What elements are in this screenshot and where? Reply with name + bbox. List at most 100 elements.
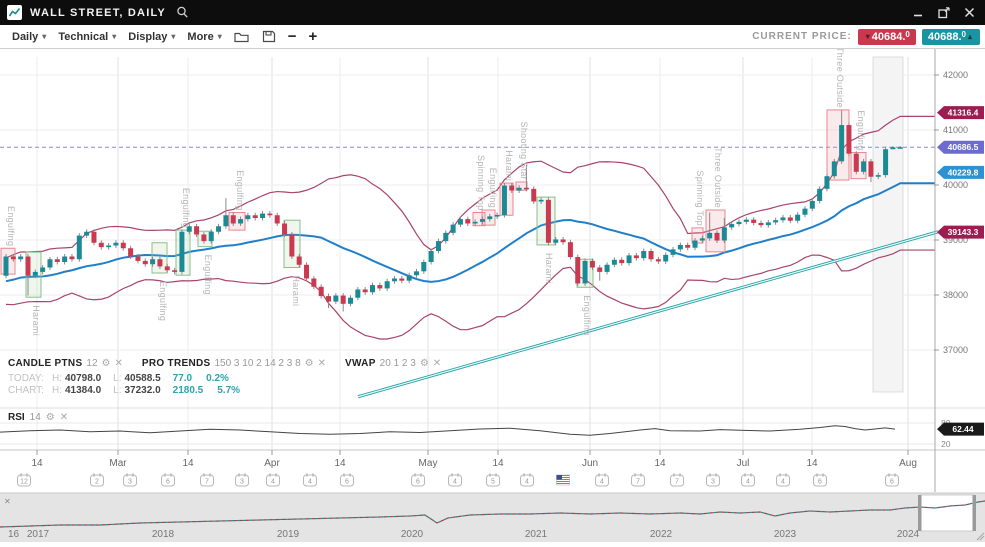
- gear-icon[interactable]: ⚙: [304, 358, 314, 369]
- popout-button[interactable]: [938, 6, 950, 19]
- close-icon[interactable]: ✕: [317, 358, 327, 369]
- window-controls: [913, 6, 975, 19]
- indicator-vwap[interactable]: VWAP 20 1 2 3 ⚙ ✕: [345, 358, 442, 369]
- svg-text:3: 3: [128, 479, 132, 486]
- candle: [296, 256, 302, 265]
- timeline-year-label: 2017: [27, 529, 50, 540]
- price-tag-label: 40229.8: [948, 167, 979, 177]
- candle: [172, 270, 178, 272]
- candle: [18, 256, 24, 260]
- chevron-down-icon: ▾: [217, 32, 222, 41]
- calendar-event-icon[interactable]: 6: [813, 473, 827, 487]
- chart-svg[interactable]: Engulfing Harami Engulfing Engulfing Engulfi…: [0, 47, 985, 542]
- candle: [868, 161, 874, 177]
- window-title: WALL STREET, DAILY: [30, 6, 166, 19]
- candle: [457, 219, 463, 225]
- calendar-event-icon[interactable]: 3: [706, 473, 720, 487]
- timeline-strip[interactable]: [0, 493, 985, 542]
- indicator-pro-trends[interactable]: PRO TRENDS 150 3 10 2 14 2 3 8 ⚙ ✕: [141, 358, 327, 369]
- close-icon[interactable]: ✕: [114, 358, 123, 369]
- pattern-label: Engulfing: [6, 206, 16, 246]
- calendar-event-icon[interactable]: 4: [741, 473, 755, 487]
- calendar-event-icon[interactable]: 7: [631, 473, 645, 487]
- save-icon[interactable]: [262, 30, 276, 43]
- candle: [487, 216, 493, 220]
- candle: [751, 219, 757, 223]
- close-button[interactable]: [964, 7, 975, 18]
- menu-daily[interactable]: Daily ▾: [12, 30, 47, 43]
- svg-text:12: 12: [20, 479, 28, 486]
- timeline-handle-left[interactable]: [918, 495, 922, 531]
- calendar-event-icon[interactable]: 6: [885, 473, 899, 487]
- us-flag-event-icon[interactable]: [556, 474, 570, 486]
- x-tick-label: 14: [654, 458, 666, 469]
- gear-icon[interactable]: ⚙: [101, 358, 111, 369]
- calendar-event-icon[interactable]: 6: [340, 473, 354, 487]
- calendar-event-icon[interactable]: 2: [90, 473, 104, 487]
- svg-text:6: 6: [416, 479, 420, 486]
- calendar-event-icon[interactable]: 3: [123, 473, 137, 487]
- calendar-event-icon[interactable]: 4: [520, 473, 534, 487]
- calendar-event-icon[interactable]: 4: [303, 473, 317, 487]
- zoom-in-button[interactable]: +: [308, 28, 318, 45]
- calendar-event-icon[interactable]: 4: [448, 473, 462, 487]
- candle: [685, 244, 691, 248]
- minimize-button[interactable]: [913, 7, 924, 18]
- calendar-event-icon[interactable]: 4: [595, 473, 609, 487]
- gear-icon[interactable]: ⚙: [45, 412, 55, 423]
- candle: [699, 238, 705, 241]
- candle: [201, 234, 207, 242]
- candle: [582, 260, 588, 284]
- calendar-event-icon[interactable]: 3: [235, 473, 249, 487]
- candle: [135, 256, 141, 261]
- pattern-label: Harami: [504, 150, 514, 181]
- candle: [553, 239, 559, 243]
- timeline-selection-window[interactable]: [920, 494, 974, 532]
- calendar-event-icon[interactable]: 12: [17, 473, 31, 487]
- calendar-event-icon[interactable]: 4: [266, 473, 280, 487]
- candle: [399, 278, 405, 281]
- search-icon[interactable]: [176, 6, 189, 19]
- gear-icon[interactable]: ⚙: [419, 358, 429, 369]
- resize-handle-icon[interactable]: [976, 532, 985, 541]
- candle: [729, 224, 735, 228]
- calendar-event-icon[interactable]: 6: [161, 473, 175, 487]
- candle: [267, 213, 273, 216]
- candle: [655, 259, 661, 262]
- candle: [157, 259, 163, 267]
- candle: [809, 200, 815, 209]
- calendar-event-icon[interactable]: 5: [486, 473, 500, 487]
- timeline-close-icon[interactable]: ✕: [4, 497, 11, 506]
- candle: [597, 267, 603, 272]
- open-folder-icon[interactable]: [234, 30, 250, 43]
- menu-more[interactable]: More ▾: [187, 30, 222, 43]
- calendar-event-icon[interactable]: 7: [670, 473, 684, 487]
- candle: [501, 185, 507, 215]
- buy-price-button[interactable]: 40688. 0 ▴: [921, 28, 980, 45]
- menu-technical[interactable]: Technical ▾: [58, 30, 117, 43]
- rsi-legend[interactable]: RSI 14 ⚙ ✕: [8, 412, 69, 423]
- svg-text:6: 6: [890, 479, 894, 486]
- close-icon[interactable]: ✕: [432, 358, 442, 369]
- menu-display[interactable]: Display ▾: [128, 30, 176, 43]
- candle: [10, 256, 16, 260]
- svg-text:6: 6: [345, 479, 349, 486]
- calendar-event-icon[interactable]: 7: [200, 473, 214, 487]
- candle: [311, 278, 317, 287]
- candle: [516, 187, 522, 191]
- timeline-handle-right[interactable]: [972, 495, 977, 531]
- indicator-candle-ptns[interactable]: CANDLE PTNS 12 ⚙ ✕: [8, 358, 123, 369]
- candle: [677, 244, 683, 250]
- svg-text:4: 4: [600, 479, 604, 486]
- x-tick-label: Aug: [899, 458, 917, 469]
- close-icon[interactable]: ✕: [59, 412, 69, 423]
- calendar-event-icon[interactable]: 4: [776, 473, 790, 487]
- y-tick-label: 42000: [943, 70, 968, 80]
- candle: [348, 297, 354, 304]
- zoom-out-button[interactable]: −: [287, 28, 297, 45]
- y-tick-label: 37000: [943, 345, 968, 355]
- sell-price-button[interactable]: ▾ 40684. 0: [857, 28, 916, 45]
- candle: [142, 260, 148, 265]
- calendar-event-icon[interactable]: 6: [411, 473, 425, 487]
- app-logo-icon: [7, 5, 22, 20]
